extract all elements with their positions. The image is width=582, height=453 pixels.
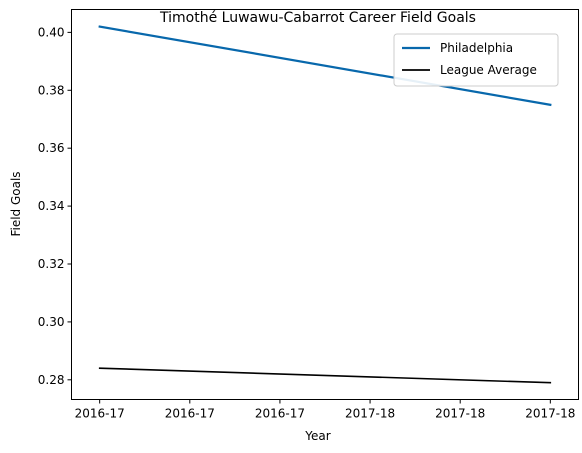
y-tick-label: 0.32 — [38, 257, 65, 271]
y-tick-label: 0.36 — [38, 141, 65, 155]
y-tick-label: 0.28 — [38, 373, 65, 387]
legend-entry: Philadelphia — [440, 41, 513, 55]
x-tick-label: 2017-18 — [345, 407, 395, 421]
legend-entry: League Average — [440, 63, 537, 77]
axes-frame — [71, 9, 579, 400]
x-tick-label: 2016-17 — [255, 407, 305, 421]
y-tick-label: 0.40 — [38, 25, 65, 39]
y-axis-label: Field Goals — [9, 171, 23, 236]
y-axis-ticks: 0.28 0.30 0.32 0.34 0.36 0.38 0.40 — [38, 25, 72, 387]
x-axis-ticks: 2016-17 2016-17 2016-17 2017-18 2017-18 2017-… — [75, 399, 575, 421]
series-layer — [98, 25, 552, 384]
series-line-philadelphia — [98, 25, 552, 107]
y-tick-label: 0.34 — [38, 199, 65, 213]
y-tick-label: 0.30 — [38, 315, 65, 329]
x-tick-label: 2016-17 — [165, 407, 215, 421]
chart-title: Timothé Luwawu-Cabarrot Career Field Goa… — [159, 10, 476, 26]
x-tick-label: 2016-17 — [75, 407, 125, 421]
plot-area: 2016-17 2016-17 2016-17 2017-18 2017-18 2017-… — [38, 9, 579, 421]
legend-box — [393, 33, 559, 87]
x-tick-label: 2017-18 — [435, 407, 485, 421]
legend: Philadelphia League Average — [393, 33, 559, 87]
series-line-league-average — [98, 367, 552, 384]
y-tick-label: 0.38 — [38, 83, 65, 97]
x-tick-label: 2017-18 — [525, 407, 575, 421]
x-axis-label: Year — [304, 429, 330, 443]
